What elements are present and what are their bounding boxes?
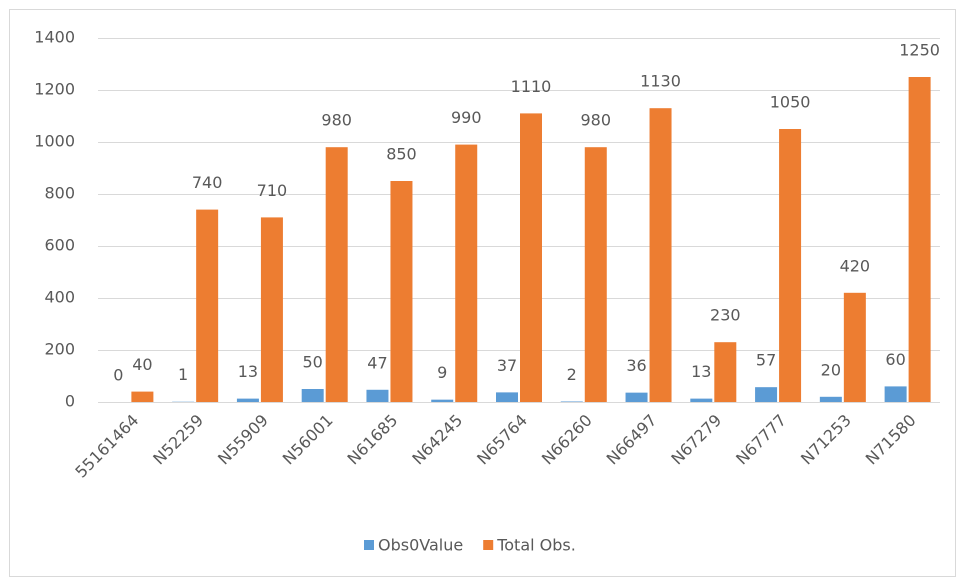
data-label: 37: [497, 356, 517, 375]
data-label: 40: [132, 355, 152, 374]
x-tick-label: N71580: [862, 411, 920, 469]
data-label: 20: [821, 360, 841, 379]
bar: [131, 391, 154, 402]
y-tick-label: 0: [65, 392, 75, 411]
bar: [260, 217, 283, 402]
x-tick-label: N61685: [344, 411, 402, 469]
bar: [755, 387, 778, 402]
legend-label: Total Obs.: [496, 536, 576, 555]
x-tick-label: N67279: [667, 411, 725, 469]
bar: [366, 389, 389, 402]
data-label: 420: [840, 256, 871, 275]
legend-swatch: [364, 540, 374, 550]
x-tick-label: N67777: [732, 411, 790, 469]
bar: [908, 77, 931, 402]
x-tick-label: N65764: [473, 411, 531, 469]
bar: [455, 144, 478, 402]
bar: [196, 209, 219, 402]
data-label: 47: [367, 353, 387, 372]
data-label: 50: [303, 353, 323, 372]
data-label: 1050: [770, 93, 811, 112]
x-tick-label: N71253: [797, 411, 855, 469]
legend-label: Obs0Value: [378, 536, 463, 555]
data-label: 36: [626, 356, 646, 375]
data-label: 2: [567, 365, 577, 384]
data-label: 1: [178, 365, 188, 384]
bar: [714, 342, 737, 402]
bar: [390, 181, 413, 402]
y-tick-label: 1000: [34, 132, 75, 151]
bar: [819, 396, 842, 402]
x-tick-label: N52259: [149, 411, 207, 469]
x-tick-label: N64245: [408, 411, 466, 469]
data-label: 60: [885, 350, 905, 369]
data-label: 13: [238, 362, 258, 381]
bar: [560, 401, 583, 402]
data-label: 980: [580, 111, 611, 130]
bar: [690, 398, 713, 402]
bar: [584, 147, 607, 402]
data-label: 1130: [640, 72, 681, 91]
x-tick-label: N55909: [214, 411, 272, 469]
data-label: 740: [192, 173, 223, 192]
y-tick-label: 800: [44, 184, 75, 203]
y-tick-label: 1200: [34, 80, 75, 99]
data-label: 710: [257, 181, 288, 200]
x-tick-label: N66497: [603, 411, 661, 469]
y-tick-label: 1400: [34, 28, 75, 47]
bar: [431, 399, 454, 402]
bar: [325, 147, 348, 402]
x-tick-label: 55161464: [71, 411, 142, 482]
chart-border: [9, 9, 956, 577]
bar: [884, 386, 907, 402]
bar: [520, 113, 542, 403]
bar: [496, 392, 518, 402]
bar: [649, 108, 672, 402]
bar: [301, 389, 324, 402]
bar: [236, 398, 259, 402]
data-label: 0: [113, 366, 123, 385]
data-label: 13: [691, 362, 711, 381]
bar: [843, 292, 866, 402]
y-tick-label: 600: [44, 236, 75, 255]
x-tick-label: N66260: [538, 411, 596, 469]
y-tick-label: 400: [44, 288, 75, 307]
data-label: 850: [386, 145, 417, 164]
data-label: 9: [437, 363, 447, 382]
data-label: 1250: [899, 41, 940, 60]
legend-swatch: [483, 540, 494, 550]
y-tick-label: 200: [44, 340, 75, 359]
bar: [625, 392, 648, 402]
data-label: 57: [756, 351, 776, 370]
data-label: 230: [710, 306, 741, 325]
data-label: 1110: [511, 77, 552, 96]
bar: [779, 129, 802, 402]
data-label: 990: [451, 108, 482, 127]
data-label: 980: [321, 111, 352, 130]
x-tick-label: N56001: [279, 411, 337, 469]
